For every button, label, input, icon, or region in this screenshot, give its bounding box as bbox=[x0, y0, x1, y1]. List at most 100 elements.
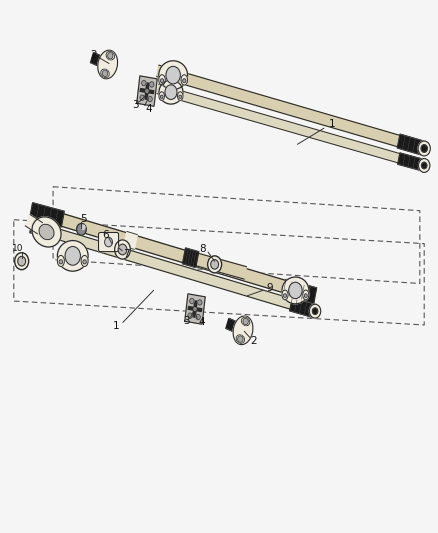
Circle shape bbox=[283, 294, 286, 297]
Ellipse shape bbox=[159, 80, 183, 104]
FancyBboxPatch shape bbox=[99, 232, 119, 252]
Ellipse shape bbox=[57, 255, 64, 266]
Ellipse shape bbox=[177, 92, 183, 100]
Ellipse shape bbox=[181, 75, 187, 85]
Text: 10: 10 bbox=[11, 245, 23, 254]
Circle shape bbox=[59, 260, 63, 264]
Circle shape bbox=[196, 314, 200, 320]
Text: 1: 1 bbox=[329, 119, 336, 129]
Text: 3: 3 bbox=[183, 316, 190, 326]
Polygon shape bbox=[137, 76, 157, 106]
Circle shape bbox=[148, 96, 152, 102]
Text: 8: 8 bbox=[199, 244, 206, 254]
Circle shape bbox=[190, 298, 194, 304]
Circle shape bbox=[422, 163, 427, 168]
Circle shape bbox=[18, 256, 25, 266]
Circle shape bbox=[211, 260, 219, 269]
Polygon shape bbox=[25, 215, 42, 234]
Ellipse shape bbox=[303, 290, 309, 300]
Circle shape bbox=[81, 225, 85, 229]
Ellipse shape bbox=[236, 335, 244, 343]
Circle shape bbox=[141, 80, 146, 86]
Polygon shape bbox=[290, 298, 316, 318]
Circle shape bbox=[83, 260, 86, 264]
Circle shape bbox=[166, 66, 180, 84]
Circle shape bbox=[65, 246, 81, 265]
Circle shape bbox=[289, 282, 302, 298]
Ellipse shape bbox=[39, 224, 54, 240]
Circle shape bbox=[208, 256, 222, 273]
Ellipse shape bbox=[159, 92, 164, 100]
Polygon shape bbox=[30, 203, 64, 227]
Circle shape bbox=[179, 95, 182, 99]
Circle shape bbox=[309, 304, 321, 318]
Ellipse shape bbox=[282, 277, 309, 304]
Polygon shape bbox=[183, 248, 199, 268]
Text: 4: 4 bbox=[198, 317, 205, 327]
Circle shape bbox=[421, 145, 427, 152]
Text: 2: 2 bbox=[90, 51, 97, 60]
Polygon shape bbox=[193, 309, 196, 317]
Circle shape bbox=[146, 90, 148, 93]
Polygon shape bbox=[30, 220, 58, 239]
Circle shape bbox=[243, 318, 248, 325]
Circle shape bbox=[108, 53, 113, 59]
Ellipse shape bbox=[159, 75, 165, 85]
Polygon shape bbox=[124, 231, 138, 249]
Polygon shape bbox=[145, 91, 148, 99]
Circle shape bbox=[160, 95, 163, 99]
Circle shape bbox=[183, 79, 186, 83]
Ellipse shape bbox=[57, 240, 88, 271]
Text: 3: 3 bbox=[132, 100, 138, 110]
Circle shape bbox=[238, 336, 243, 342]
Ellipse shape bbox=[101, 69, 109, 77]
Circle shape bbox=[77, 223, 86, 235]
Circle shape bbox=[105, 237, 113, 247]
Circle shape bbox=[418, 141, 430, 156]
Polygon shape bbox=[398, 153, 425, 171]
Ellipse shape bbox=[233, 316, 253, 345]
Circle shape bbox=[149, 82, 154, 87]
Circle shape bbox=[188, 313, 192, 318]
Circle shape bbox=[140, 95, 145, 100]
Ellipse shape bbox=[98, 50, 117, 79]
Polygon shape bbox=[30, 205, 316, 302]
Text: 7: 7 bbox=[123, 249, 129, 259]
Polygon shape bbox=[30, 221, 316, 316]
Circle shape bbox=[115, 240, 131, 259]
Circle shape bbox=[160, 79, 164, 83]
Text: 4: 4 bbox=[146, 103, 152, 114]
Circle shape bbox=[102, 70, 108, 76]
Text: 5: 5 bbox=[80, 214, 87, 224]
Circle shape bbox=[118, 244, 127, 255]
Polygon shape bbox=[226, 318, 244, 335]
Circle shape bbox=[304, 294, 307, 297]
Text: 9: 9 bbox=[266, 283, 272, 293]
Polygon shape bbox=[283, 279, 317, 304]
Polygon shape bbox=[195, 308, 202, 312]
Circle shape bbox=[165, 85, 177, 100]
Polygon shape bbox=[188, 306, 195, 310]
Ellipse shape bbox=[81, 255, 88, 266]
Circle shape bbox=[419, 159, 430, 172]
Text: 1: 1 bbox=[113, 321, 120, 331]
Polygon shape bbox=[397, 134, 426, 155]
Text: 2: 2 bbox=[251, 336, 257, 346]
Circle shape bbox=[194, 308, 196, 310]
Circle shape bbox=[198, 300, 202, 305]
Polygon shape bbox=[140, 88, 147, 92]
Ellipse shape bbox=[32, 217, 61, 247]
Ellipse shape bbox=[159, 61, 187, 90]
Polygon shape bbox=[146, 83, 149, 91]
Polygon shape bbox=[91, 53, 109, 69]
Polygon shape bbox=[157, 84, 425, 170]
Circle shape bbox=[312, 308, 318, 314]
Circle shape bbox=[14, 253, 28, 270]
Polygon shape bbox=[185, 294, 205, 324]
Ellipse shape bbox=[241, 317, 250, 326]
Polygon shape bbox=[157, 65, 425, 154]
Polygon shape bbox=[183, 249, 246, 279]
Ellipse shape bbox=[106, 52, 114, 60]
Polygon shape bbox=[194, 301, 197, 309]
Ellipse shape bbox=[282, 290, 288, 300]
